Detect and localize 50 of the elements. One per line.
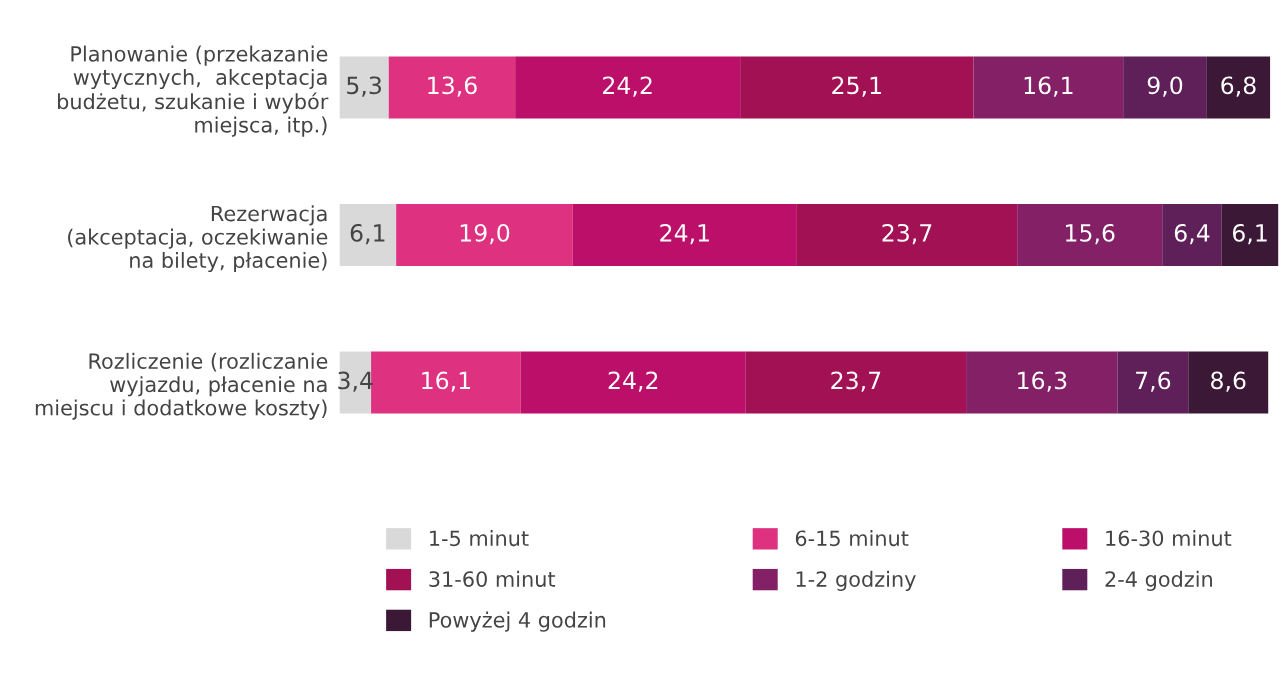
data-label: 6,1 [350,223,385,245]
data-label: 8,6 [1211,371,1246,392]
data-label: 24,2 [608,371,658,392]
bar [973,56,1124,119]
bar [1221,203,1279,266]
bar [1123,56,1207,119]
bar [520,351,746,414]
bar [339,56,389,119]
legend-label: 6-15 minut [795,530,909,547]
data-label: 23,7 [882,223,932,245]
data-label: 6,1 [1232,223,1267,245]
legend-label: 2-4 godzin [1105,570,1212,591]
bar [745,351,967,414]
data-label: 16,1 [422,371,471,392]
y-tick-label: Rozliczenie (rozliczanie wyjazdu, płacenie na miejscu i dodatkowe koszty) [35,352,328,420]
bar [1017,203,1163,266]
legend-label: Powyżej 4 godzin [429,611,606,632]
data-label: 6,4 [1174,223,1210,245]
bar [339,203,397,266]
y-tick-label: Planowanie (przekazanie wytycznych, akceptacja budżetu, szukanie i wybór miejsca, itp.) [58,45,329,137]
bar [371,351,521,414]
data-label: 16,3 [1018,371,1067,392]
bar [1117,351,1189,414]
bar [388,56,516,119]
data-label: 7,6 [1136,371,1171,392]
bar [966,351,1118,414]
data-label: 23,7 [831,371,881,392]
data-label: 24,2 [603,76,652,97]
bar [1206,56,1271,119]
legend-label: 16-30 minut [1106,530,1232,547]
data-label: 13,6 [428,76,477,97]
data-label: 19,0 [460,223,510,245]
y-tick-label: Rezerwacja (akceptacja, oczekiwanie na bilety, płacenie) [68,205,328,273]
data-label: 25,1 [832,76,881,97]
data-label: 6,8 [1221,76,1256,97]
legend-label: 1-5 minut [430,530,529,547]
bar [796,203,1018,266]
data-label: 9,0 [1147,76,1183,97]
bar [740,56,974,119]
data-label: 24,1 [660,223,709,245]
bar [572,203,797,266]
data-label: 5,3 [347,76,381,97]
legend-label: 31-60 minut [429,570,556,587]
bar [1162,203,1222,266]
bar [515,56,741,119]
data-label: 15,6 [1066,223,1115,245]
bar [396,203,573,266]
data-label: 16,1 [1024,76,1073,97]
bar [1188,351,1269,414]
legend-label: 1-2 godziny [796,570,916,591]
